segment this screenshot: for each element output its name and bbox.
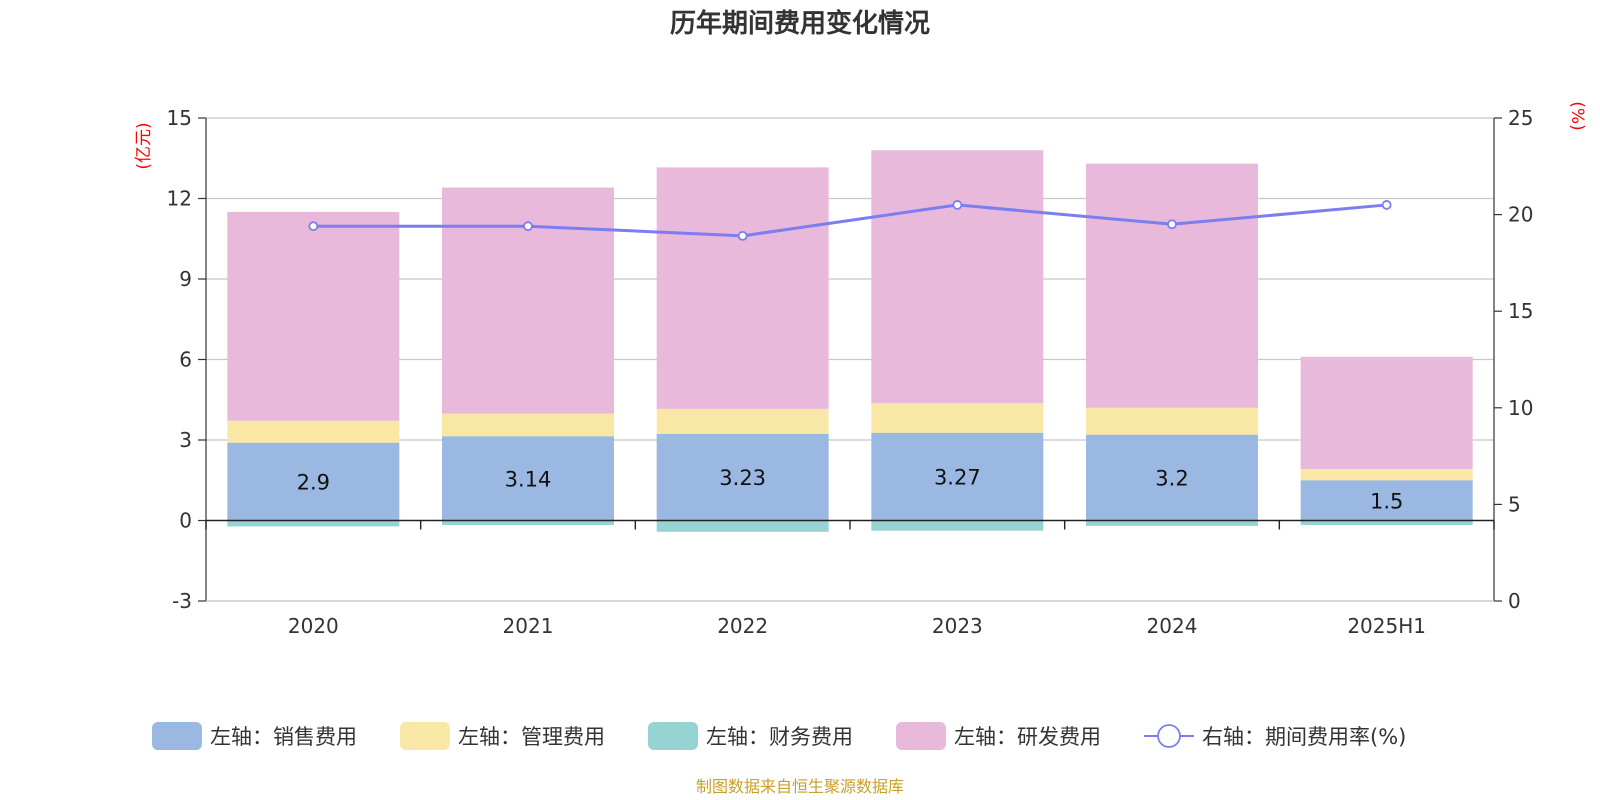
bar-segment <box>871 150 1044 404</box>
left-axis-unit: (亿元) <box>134 122 154 169</box>
legend-swatch <box>400 722 450 750</box>
legend: 左轴：销售费用 左轴：管理费用 左轴：财务费用 左轴：研发费用 右轴：期间费用率(%) <box>152 722 1406 750</box>
left-axis-tick-label: 0 <box>179 509 192 533</box>
rate-point <box>1167 219 1177 230</box>
right-axis-tick-label: 10 <box>1508 396 1533 420</box>
left-axis-tick-label: -3 <box>172 589 192 613</box>
bar-segment <box>227 211 400 421</box>
bar-segment <box>656 520 829 532</box>
bar-segment <box>1300 520 1473 526</box>
bar-segment <box>1086 520 1258 526</box>
rate-point <box>308 221 319 232</box>
bar-segment <box>1086 163 1258 408</box>
left-axis-tick-label: 9 <box>179 267 192 291</box>
right-axis-unit: (%) <box>1567 101 1587 130</box>
legend-label: 左轴：财务费用 <box>706 725 853 749</box>
legend-swatch <box>152 722 202 750</box>
bar-segment <box>1300 480 1473 521</box>
bar-segment <box>442 436 614 521</box>
data-label: 1.5 <box>1370 489 1403 513</box>
left-axis-tick-label: 6 <box>179 348 192 372</box>
bar-segment <box>227 420 400 443</box>
bar-segment <box>1300 468 1473 481</box>
left-axis-tick-label: 12 <box>167 187 192 211</box>
bar-segment <box>227 520 400 527</box>
data-label: 3.23 <box>719 466 766 490</box>
rate-point <box>1381 200 1392 210</box>
bar-layer <box>227 150 1473 532</box>
source-note: 制图数据来自恒生聚源数据库 <box>696 777 904 796</box>
x-axis-tick-label: 2025H1 <box>1347 614 1426 638</box>
legend-swatch <box>648 722 698 750</box>
bar-segment <box>656 167 829 409</box>
data-labels: 2.9 3.14 3.23 3.27 3.2 1.5 <box>297 466 1404 514</box>
legend-label: 左轴：销售费用 <box>210 725 357 749</box>
legend-label: 左轴：管理费用 <box>458 725 605 749</box>
legend-marker <box>1157 724 1181 748</box>
x-axis-tick-label: 2021 <box>503 614 554 638</box>
data-label: 3.2 <box>1155 467 1188 491</box>
line-layer <box>308 200 1392 241</box>
rate-line <box>313 203 1387 238</box>
legend-label: 右轴：期间费用率(%) <box>1202 725 1406 749</box>
bar-segment <box>656 408 829 434</box>
x-axis-tick-label: 2020 <box>288 614 339 638</box>
bar-segment <box>442 413 614 437</box>
x-axis-tick-label: 2024 <box>1147 614 1198 638</box>
bar-segment <box>656 433 829 521</box>
x-axis-tick-label: 2023 <box>932 614 983 638</box>
x-axis-tick-label: 2022 <box>717 614 768 638</box>
rate-point <box>952 200 963 210</box>
left-axis-tick-label: 3 <box>179 428 192 452</box>
data-label: 2.9 <box>297 471 330 495</box>
right-axis-tick-label: 5 <box>1508 492 1521 516</box>
bar-segment <box>871 403 1044 433</box>
bar-segment <box>871 432 1044 521</box>
legend-label: 左轴：研发费用 <box>954 725 1101 749</box>
left-axis-tick-label: 15 <box>167 106 192 130</box>
rate-point <box>523 221 533 232</box>
right-axis-tick-label: 0 <box>1508 589 1521 613</box>
bar-segment <box>227 442 400 521</box>
axes: -3 0 3 6 9 12 15 0 5 10 15 20 25 2020 2021 2022 2023 2024… <box>167 106 1534 638</box>
legend-swatch <box>896 722 946 750</box>
right-axis-tick-label: 20 <box>1508 203 1533 227</box>
rate-point <box>737 230 748 241</box>
bar-segment <box>1086 434 1258 521</box>
right-axis-tick-label: 25 <box>1508 106 1533 130</box>
data-label: 3.14 <box>505 467 552 491</box>
data-label: 3.27 <box>934 466 981 490</box>
bar-segment <box>442 520 614 526</box>
chart-title: 历年期间费用变化情况 <box>670 8 930 39</box>
bar-segment <box>1300 356 1473 469</box>
bar-segment <box>1086 407 1258 435</box>
bar-segment <box>871 520 1044 531</box>
right-axis-tick-label: 15 <box>1508 299 1533 323</box>
